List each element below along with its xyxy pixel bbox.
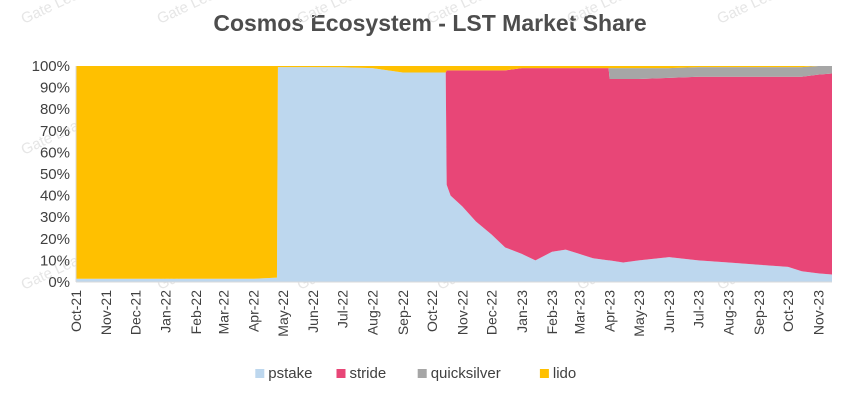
x-tick-label: May-22 [275, 290, 291, 337]
watermark-text: Gate Learn [19, 0, 94, 28]
legend-label-lido: lido [553, 365, 576, 382]
y-tick-label: 90% [40, 80, 70, 97]
chart-title: Cosmos Ecosystem - LST Market Share [213, 10, 647, 36]
x-tick-label: Aug-23 [721, 290, 737, 335]
x-tick-label: Jun-22 [305, 290, 321, 333]
y-tick-label: 40% [40, 188, 70, 205]
y-tick-label: 100% [32, 58, 70, 75]
x-tick-label: Mar-23 [571, 290, 587, 335]
x-tick-label: Apr-22 [246, 290, 262, 332]
y-tick-label: 30% [40, 209, 70, 226]
y-tick-label: 50% [40, 166, 70, 183]
watermark-text: Gate Learn [565, 0, 640, 28]
x-tick-label: Nov-21 [98, 290, 114, 335]
watermark-text: Gate Learn [425, 0, 500, 28]
area-pstake [76, 67, 832, 282]
y-tick-label: 20% [40, 231, 70, 248]
x-tick-label: Dec-22 [484, 290, 500, 335]
x-tick-label: Nov-22 [454, 290, 470, 335]
watermark-text: Gate Learn [715, 0, 790, 28]
y-tick-label: 70% [40, 123, 70, 140]
y-tick-label: 80% [40, 101, 70, 118]
x-tick-label: Oct-21 [68, 290, 84, 332]
area-stride [76, 67, 832, 279]
legend-swatch-stride [336, 369, 346, 378]
x-tick-label: Feb-23 [544, 290, 560, 335]
x-tick-label: Apr-23 [602, 290, 618, 332]
watermark-text: Gate Learn [155, 0, 230, 28]
x-tick-label: Feb-22 [188, 290, 204, 335]
x-tick-label: Oct-22 [424, 290, 440, 332]
x-tick-label: Oct-23 [780, 290, 796, 332]
y-tick-label: 60% [40, 144, 70, 161]
area-lido [76, 66, 832, 279]
legend-swatch-pstake [255, 369, 265, 378]
x-tick-label: Mar-22 [215, 290, 231, 335]
legend-swatch-lido [539, 369, 549, 378]
legend-label-pstake: pstake [268, 365, 312, 382]
legend-label-stride: stride [350, 365, 387, 382]
y-tick-label: 10% [40, 252, 70, 269]
legend-label-quicksilver: quicksilver [431, 365, 501, 382]
x-tick-label: Jan-22 [158, 290, 174, 333]
y-tick-label: 0% [48, 274, 70, 291]
x-tick-label: Sep-23 [751, 290, 767, 335]
x-tick-label: May-23 [631, 290, 647, 337]
x-tick-label: Aug-22 [365, 290, 381, 335]
x-tick-label: Nov-23 [810, 290, 826, 335]
x-tick-label: Jan-23 [514, 290, 530, 333]
x-tick-label: Dec-21 [128, 290, 144, 335]
legend-swatch-quicksilver [417, 369, 427, 378]
x-tick-label: Jul-22 [334, 290, 350, 328]
x-tick-label: Jul-23 [690, 290, 706, 328]
x-tick-label: Sep-22 [395, 290, 411, 335]
x-tick-label: Jun-23 [661, 290, 677, 333]
watermark-text: Gate Learn [295, 0, 370, 28]
